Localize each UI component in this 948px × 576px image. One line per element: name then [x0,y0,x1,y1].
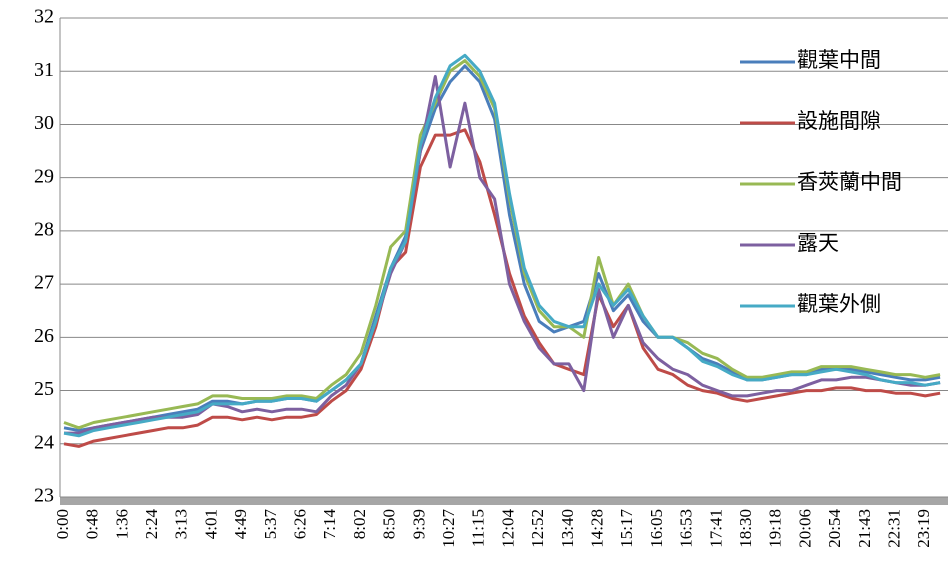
x-tick-label: 2:24 [142,509,161,540]
x-tick-label: 9:39 [409,509,428,539]
x-tick-label: 4:49 [231,509,250,539]
y-tick-label: 31 [34,59,54,81]
x-tick-label: 16:05 [647,509,666,548]
x-tick-label: 0:48 [83,509,102,539]
x-tick-label: 11:15 [469,509,488,547]
x-tick-label: 18:30 [736,509,755,548]
legend-label: 露天 [797,231,839,255]
legend-label: 香莢蘭中間 [797,170,902,194]
x-tick-label: 12:52 [528,509,547,548]
legend-label: 觀葉外側 [797,292,881,316]
x-tick-label: 6:26 [291,509,310,539]
x-tick-label: 20:06 [795,509,814,548]
y-tick-label: 30 [34,112,54,134]
x-tick-label: 19:18 [766,509,785,548]
x-tick-label: 21:43 [855,509,874,548]
y-tick-label: 24 [34,431,54,453]
x-tick-label: 20:54 [825,509,844,548]
x-tick-label: 3:13 [172,509,191,539]
x-axis-band [60,497,948,505]
y-tick-label: 28 [34,218,54,240]
x-tick-label: 17:41 [706,509,725,548]
x-tick-label: 4:01 [201,509,220,539]
y-tick-label: 26 [34,325,54,347]
x-tick-label: 8:50 [380,509,399,539]
y-tick-label: 29 [34,165,54,187]
series-line [63,53,941,438]
x-tick-label: 5:37 [261,509,280,540]
x-tick-label: 7:14 [320,509,339,540]
x-tick-label: 23:19 [914,509,933,548]
x-tick-label: 12:04 [498,509,517,548]
y-tick-label: 27 [34,272,54,294]
y-tick-label: 25 [34,378,54,400]
y-tick-label: 23 [34,485,54,507]
legend-label: 設施間隙 [797,109,881,133]
x-tick-label: 22:31 [885,509,904,548]
legend-label: 觀葉中間 [797,48,881,72]
y-tick-label: 32 [34,6,54,28]
x-tick-label: 1:36 [112,509,131,539]
x-tick-label: 10:27 [439,509,458,548]
x-tick-label: 16:53 [677,509,696,548]
x-tick-label: 14:28 [588,509,607,548]
x-tick-label: 0:00 [53,509,72,539]
x-tick-label: 15:17 [617,509,636,548]
x-tick-label: 8:02 [350,509,369,539]
x-tick-label: 13:40 [558,509,577,548]
